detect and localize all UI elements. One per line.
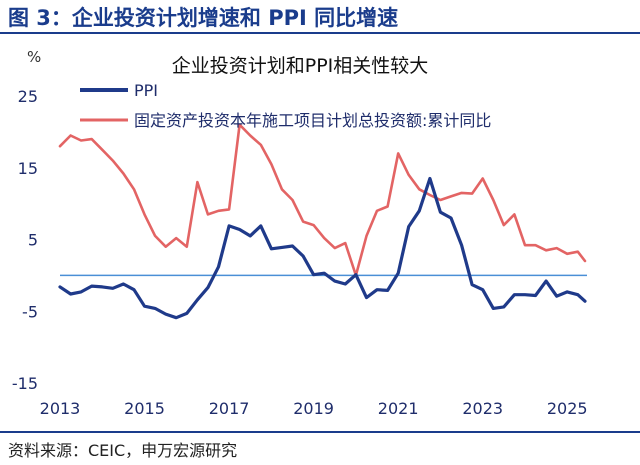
x-tick-label: 2019 [293,399,334,418]
legend-label: PPI [134,81,158,100]
y-tick-label: 15 [18,159,38,178]
source-note: 资料来源：CEIC，申万宏源研究 [8,441,238,460]
x-tick-label: 2017 [209,399,250,418]
y-tick-label: -5 [22,302,38,321]
investment-line [58,123,587,277]
x-tick-label: 2013 [40,399,81,418]
x-tick-label: 2023 [462,399,503,418]
y-tick-label: -15 [12,374,38,393]
y-tick-label: 25 [18,87,38,106]
bottom-rule [0,431,640,433]
chart-title: 企业投资计划和PPI相关性较大 [172,55,429,77]
figure-label: 图 3：企业投资计划增速和 PPI 同比增速 [8,6,399,30]
x-tick-label: 2021 [378,399,419,418]
ppi-line [58,176,587,320]
y-tick-label: 5 [28,231,38,250]
top-rule [0,32,640,34]
y-axis-label: % [27,48,41,66]
x-tick-label: 2025 [547,399,588,418]
legend-label: 固定资产投资本年施工项目计划总投资额:累计同比 [134,111,491,130]
x-tick-label: 2015 [124,399,165,418]
